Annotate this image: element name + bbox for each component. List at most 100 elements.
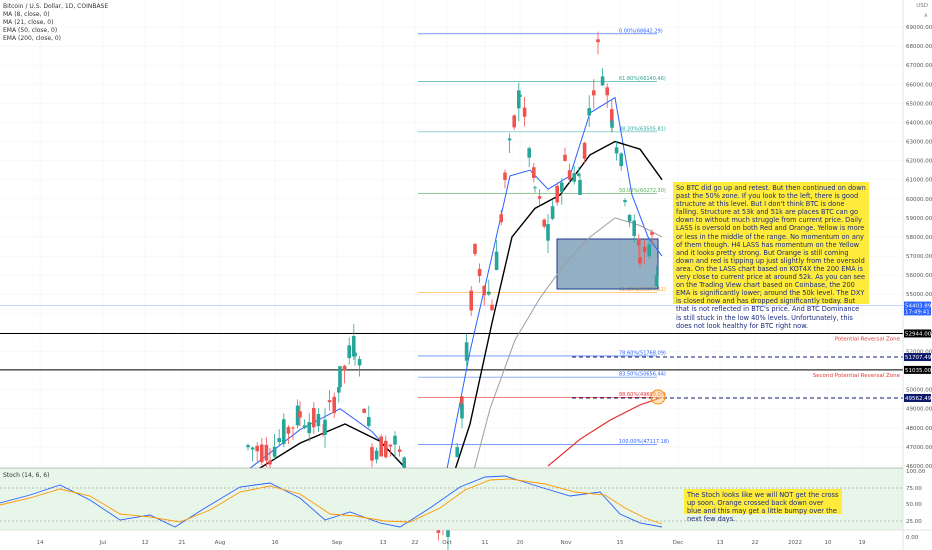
candle-body xyxy=(393,435,397,445)
price-tick-label: 46000.00 xyxy=(906,464,932,470)
candle-body xyxy=(623,200,627,203)
candle-body xyxy=(632,220,636,236)
ema200-line xyxy=(547,396,663,467)
candle-body xyxy=(527,148,531,158)
fib-label: 83.50%(50656.44) xyxy=(619,372,666,378)
zone-label: Second Potential Reversal Zone xyxy=(813,373,901,379)
candle-body xyxy=(323,419,327,435)
candle-body xyxy=(567,170,572,180)
price-tick-label: 60000.00 xyxy=(906,197,932,203)
candle-body xyxy=(321,433,325,435)
candle-body xyxy=(477,268,482,277)
stoch-tick-label: 50.00 xyxy=(906,502,922,508)
candle-body xyxy=(255,445,259,452)
candle-body xyxy=(338,366,342,388)
candle-body xyxy=(291,427,295,429)
candle-body xyxy=(627,214,632,222)
candle-body xyxy=(555,185,559,203)
price-tick-label: 49000.00 xyxy=(906,407,932,413)
candle-body xyxy=(302,425,307,429)
candle-body xyxy=(469,290,473,311)
candle-body xyxy=(250,447,255,450)
candle-body xyxy=(507,138,512,141)
candle-body xyxy=(592,90,596,96)
price-tick-label: 52000.00 xyxy=(906,349,932,355)
time-tick-label: Dec xyxy=(673,540,684,546)
candle-body xyxy=(577,173,581,176)
candle-body xyxy=(512,115,516,128)
time-tick-label: 22 xyxy=(412,540,419,546)
candle-body xyxy=(499,214,503,223)
candle-body xyxy=(560,182,564,192)
time-tick-label: Jul xyxy=(99,540,107,546)
price-tick-label: 64000.00 xyxy=(906,120,932,126)
candle-body xyxy=(610,109,614,123)
collapse-icon[interactable]: ∧ xyxy=(923,12,928,19)
time-tick-label: 16 xyxy=(272,540,279,546)
candle-body xyxy=(260,444,264,463)
stoch-tick-label: 25.00 xyxy=(906,519,922,525)
time-tick-label: 22 xyxy=(752,540,759,546)
stoch-d-line xyxy=(0,478,663,525)
reversal-zones: Potential Reversal Zone Second Potential … xyxy=(0,305,903,399)
symbol-title[interactable]: Bitcoin / U.S. Dollar, 1D, COINBASE xyxy=(3,3,109,10)
price-tick-label: 47000.00 xyxy=(906,445,932,451)
time-tick-label: 21 xyxy=(179,540,186,546)
price-tick-label: 48000.00 xyxy=(906,426,932,432)
candle-body xyxy=(563,154,567,161)
legend-ema200[interactable]: EMA (200, close, 0) xyxy=(3,35,62,42)
price-tag-label: 51035.00 xyxy=(905,368,932,374)
legend-ema50[interactable]: EMA (50, close, 0) xyxy=(3,27,58,34)
fib-label: 61.80%(55077.51) xyxy=(619,287,666,293)
candle-body xyxy=(532,167,536,178)
candle-body xyxy=(295,405,300,426)
highlight-circle xyxy=(650,389,666,405)
price-tick-label: 69000.00 xyxy=(906,25,932,31)
candle-body xyxy=(374,450,379,460)
price-tag-label: 49562.49 xyxy=(905,396,932,402)
stoch-note[interactable]: The Stoch looks like we will NOT get the… xyxy=(684,489,842,523)
candle-body xyxy=(614,147,619,154)
candle-body xyxy=(582,142,587,159)
legend-ma8[interactable]: MA (8, close, 0) xyxy=(3,11,50,18)
candle-body xyxy=(522,107,527,117)
candle-body xyxy=(332,396,336,414)
fib-label: 61.80%(66140.46) xyxy=(619,76,666,82)
price-tick-label: 59000.00 xyxy=(906,216,932,222)
stoch-tick-label: 75.00 xyxy=(906,486,922,492)
price-tag xyxy=(904,307,931,316)
candle-body xyxy=(503,172,507,180)
time-tick-label: Sep xyxy=(332,540,343,546)
candle-body xyxy=(286,427,291,434)
zone-label: Potential Reversal Zone xyxy=(835,336,901,342)
candle-body xyxy=(379,436,383,457)
price-tick-label: 63000.00 xyxy=(906,140,932,146)
candle-body xyxy=(572,173,576,182)
candle-body xyxy=(357,359,362,366)
candle-body xyxy=(362,408,366,413)
price-tick-label: 65000.00 xyxy=(906,101,932,107)
time-tick-label: 10 xyxy=(825,540,832,546)
fib-label: 78.60%(51768.09) xyxy=(619,350,666,356)
candle-body xyxy=(610,120,614,128)
candle-body xyxy=(342,365,347,371)
candle-body xyxy=(487,291,491,295)
stoch-legend[interactable]: Stoch (14, 6, 6) xyxy=(3,472,50,479)
time-tick-label: 20 xyxy=(517,540,524,546)
fib-levels: 0.00%(68642.29) 61.80%(66140.46) 38.20%(63… xyxy=(418,28,669,445)
candle-body xyxy=(316,413,321,427)
analysis-note[interactable]: So BTC did go up and retest. But then co… xyxy=(673,182,869,330)
candle-body xyxy=(578,180,582,195)
price-tag-label: 54403.89 xyxy=(905,304,932,310)
candle-body xyxy=(397,449,402,452)
time-tick-label: 13 xyxy=(380,540,387,546)
currency-label[interactable]: USD xyxy=(916,3,928,9)
candle-body xyxy=(388,444,393,447)
price-tick-label: 56000.00 xyxy=(906,273,932,279)
legend-ma21[interactable]: MA (21, close, 0) xyxy=(3,19,54,26)
candle-body xyxy=(277,438,281,443)
ma8-line xyxy=(247,96,663,480)
time-tick-label: Oct xyxy=(442,540,452,546)
candle-body xyxy=(460,403,464,419)
